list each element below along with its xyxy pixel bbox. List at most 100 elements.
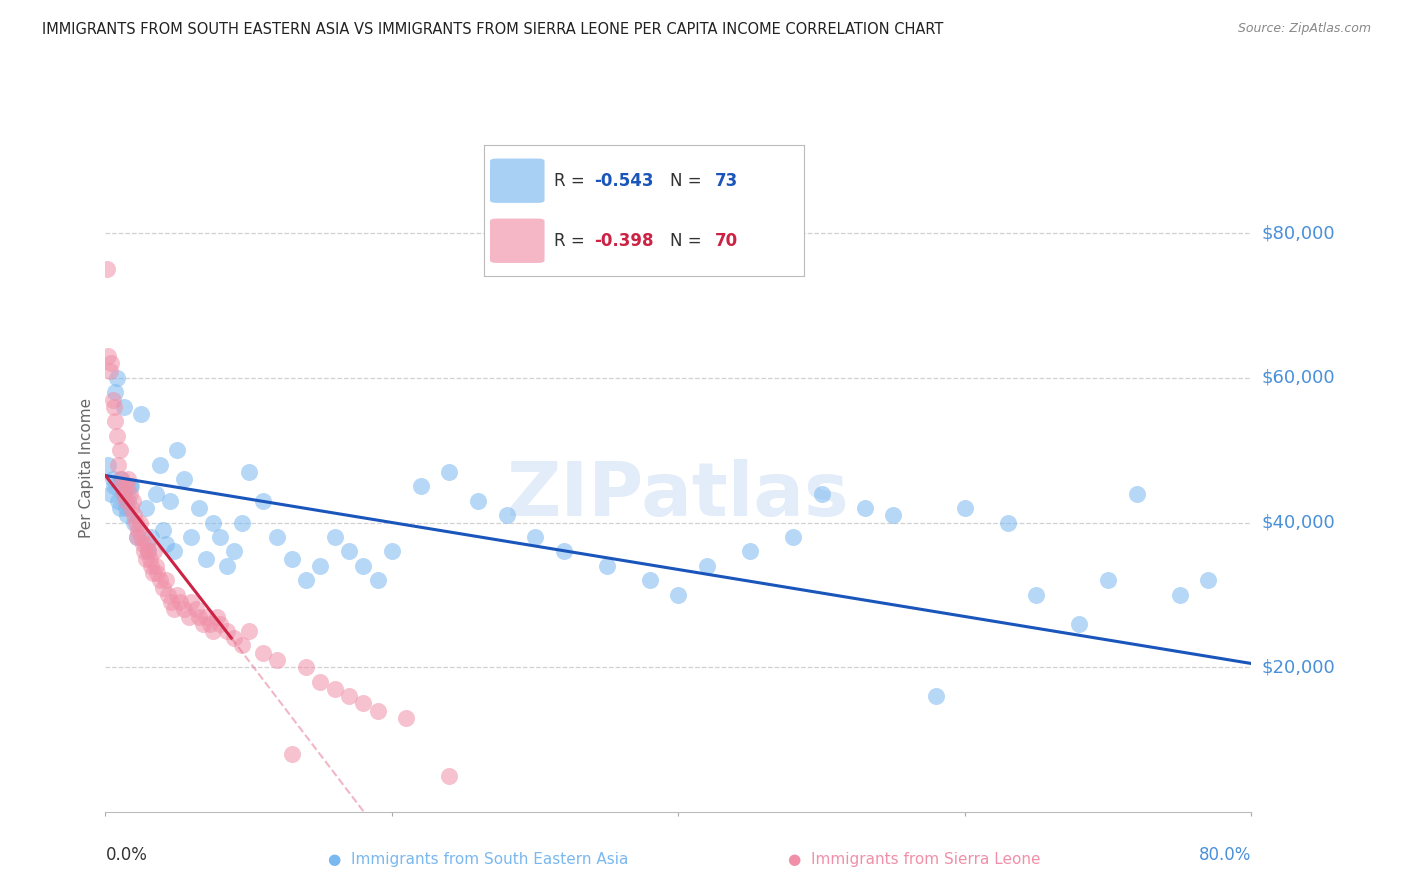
Point: [224, 544, 246, 558]
Point: [104, 385, 127, 400]
Point: [97, 349, 120, 363]
Text: $60,000: $60,000: [1261, 369, 1334, 387]
Point: [437, 768, 460, 782]
Point: [120, 501, 142, 516]
Point: [173, 472, 195, 486]
Point: [198, 616, 221, 631]
Point: [205, 609, 228, 624]
Point: [280, 551, 302, 566]
Point: [266, 653, 288, 667]
Point: [280, 747, 302, 761]
Point: [666, 588, 689, 602]
Point: [117, 493, 139, 508]
Text: $80,000: $80,000: [1261, 224, 1334, 243]
Point: [337, 689, 360, 703]
Point: [1097, 574, 1119, 588]
Point: [191, 616, 214, 631]
Text: $40,000: $40,000: [1261, 514, 1334, 532]
Text: 0.0%: 0.0%: [105, 846, 148, 863]
Point: [138, 544, 160, 558]
Text: N =: N =: [669, 172, 707, 190]
Point: [120, 479, 142, 493]
Point: [101, 392, 124, 407]
Point: [201, 516, 224, 530]
Point: [997, 516, 1019, 530]
Point: [337, 544, 360, 558]
Point: [352, 696, 374, 710]
Point: [129, 530, 152, 544]
Point: [128, 516, 150, 530]
Point: [100, 486, 122, 500]
Point: [231, 639, 253, 653]
Point: [142, 566, 165, 581]
Text: ZIPatlas: ZIPatlas: [508, 459, 849, 533]
Text: -0.398: -0.398: [595, 232, 654, 250]
Point: [173, 602, 195, 616]
Point: [810, 486, 832, 500]
Point: [124, 516, 146, 530]
Point: [105, 429, 128, 443]
Point: [194, 609, 217, 624]
Point: [252, 646, 274, 660]
Point: [110, 472, 132, 486]
Point: [638, 574, 661, 588]
Point: [114, 501, 136, 516]
Point: [166, 588, 188, 602]
Point: [309, 558, 332, 573]
Point: [103, 400, 125, 414]
Point: [553, 544, 575, 558]
Point: [146, 566, 169, 581]
Point: [495, 508, 517, 523]
Point: [524, 530, 547, 544]
Point: [159, 493, 181, 508]
Point: [107, 458, 129, 472]
Point: [143, 544, 166, 558]
Point: [108, 501, 131, 516]
Point: [98, 364, 121, 378]
Point: [208, 530, 231, 544]
Point: [208, 616, 231, 631]
Point: [112, 486, 135, 500]
Point: [1069, 616, 1091, 631]
Point: [166, 443, 188, 458]
Point: [111, 479, 134, 493]
Point: [323, 681, 346, 696]
Point: [104, 414, 127, 428]
Point: [409, 479, 432, 493]
Point: [97, 458, 120, 472]
Point: [323, 530, 346, 544]
Point: [108, 443, 131, 458]
Point: [118, 479, 141, 493]
Point: [112, 400, 135, 414]
Point: [115, 508, 138, 523]
Point: [696, 558, 718, 573]
Point: [135, 501, 157, 516]
Point: [201, 624, 224, 638]
Point: [596, 558, 619, 573]
Point: [118, 486, 141, 500]
Point: [141, 530, 163, 544]
Point: [467, 493, 489, 508]
Point: [131, 537, 153, 551]
Text: R =: R =: [554, 232, 591, 250]
Point: [295, 660, 318, 674]
Point: [782, 530, 804, 544]
Point: [252, 493, 274, 508]
Point: [231, 516, 253, 530]
Point: [114, 493, 136, 508]
Point: [925, 689, 948, 703]
Point: [367, 704, 389, 718]
Point: [169, 595, 191, 609]
Point: [1125, 486, 1147, 500]
Point: [125, 530, 148, 544]
Point: [139, 551, 162, 566]
Point: [117, 472, 139, 486]
Text: R =: R =: [554, 172, 591, 190]
Point: [141, 558, 163, 573]
Text: 80.0%: 80.0%: [1199, 846, 1251, 863]
Point: [110, 472, 132, 486]
Text: $20,000: $20,000: [1261, 658, 1334, 676]
Point: [152, 523, 174, 537]
Point: [217, 624, 239, 638]
Point: [138, 544, 160, 558]
